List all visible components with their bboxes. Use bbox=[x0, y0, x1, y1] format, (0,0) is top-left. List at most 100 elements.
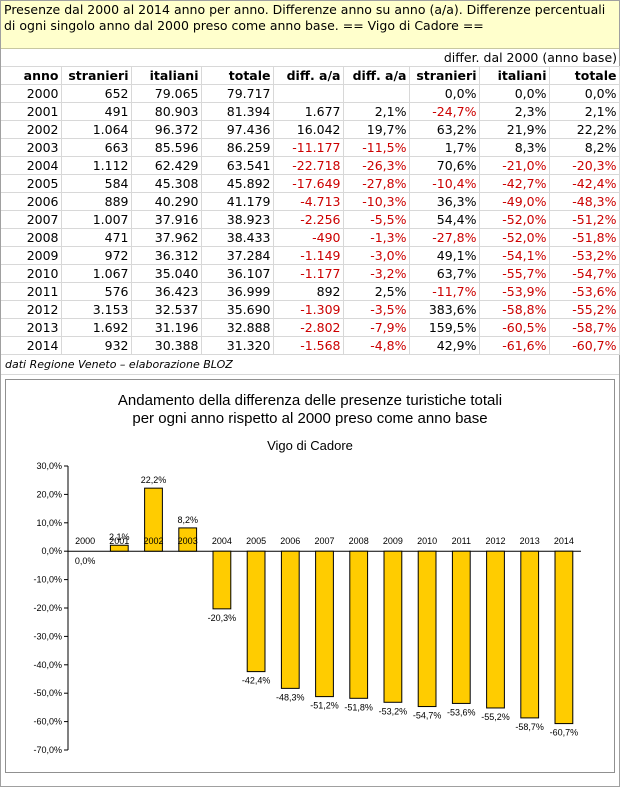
table-row: 2005 584 45.308 45.892 -17.649 -27,8% -10,4% -4… bbox=[1, 174, 620, 193]
table-cell: 30.388 bbox=[131, 336, 202, 355]
bars bbox=[109, 487, 574, 725]
category-label: 2002 bbox=[143, 536, 163, 546]
table-cell: -42,4% bbox=[549, 174, 620, 193]
table-cell: 663 bbox=[61, 138, 132, 157]
column-header-row: anno stranieri italiani totale diff. a/a diff… bbox=[1, 66, 620, 85]
table-cell: 35.040 bbox=[131, 264, 202, 283]
category-label: 2003 bbox=[178, 536, 198, 546]
table-cell: 40.290 bbox=[131, 192, 202, 211]
table-row: 2003 663 85.596 86.259 -11.177 -11,5% 1,7% 8,3%… bbox=[1, 138, 620, 157]
table-cell: 31.320 bbox=[201, 336, 274, 355]
category-label: 2009 bbox=[383, 536, 403, 546]
table-cell: 85.596 bbox=[131, 138, 202, 157]
table-cell: 37.962 bbox=[131, 228, 202, 247]
table-cell: 383,6% bbox=[409, 300, 480, 319]
table-cell: -54,7% bbox=[549, 264, 620, 283]
table-cell: 2002 bbox=[1, 120, 62, 139]
category-label: 2004 bbox=[212, 536, 232, 546]
table-cell: 2006 bbox=[1, 192, 62, 211]
category-label: 2005 bbox=[246, 536, 266, 546]
y-tick-label: 20,0% bbox=[36, 489, 62, 499]
table-cell: 63.541 bbox=[201, 156, 274, 175]
table-cell: -61,6% bbox=[479, 336, 550, 355]
y-tick-label: -40,0% bbox=[33, 660, 62, 670]
table-cell: 2013 bbox=[1, 318, 62, 337]
table-row: 2001 491 80.903 81.394 1.677 2,1% -24,7% 2,3% 2,… bbox=[1, 102, 620, 121]
table-cell: 19,7% bbox=[343, 120, 410, 139]
table-cell: -49,0% bbox=[479, 192, 550, 211]
table-cell: -4.713 bbox=[273, 192, 344, 211]
table-cell: 471 bbox=[61, 228, 132, 247]
value-label: -51,2% bbox=[310, 701, 339, 711]
table-cell: -54,1% bbox=[479, 246, 550, 265]
table-cell: 38.923 bbox=[201, 210, 274, 229]
table-cell bbox=[273, 84, 344, 103]
table-cell: 2,1% bbox=[343, 102, 410, 121]
table-cell: 62.429 bbox=[131, 156, 202, 175]
table-cell: -2.802 bbox=[273, 318, 344, 337]
table-cell: -11,7% bbox=[409, 282, 480, 301]
bar bbox=[349, 550, 369, 699]
column-header: totale bbox=[201, 66, 274, 85]
data-table: differ. dal 2000 (anno base) anno stranie… bbox=[1, 49, 620, 355]
table-cell: 45.308 bbox=[131, 174, 202, 193]
table-cell: -60,5% bbox=[479, 318, 550, 337]
category-label: 2007 bbox=[314, 536, 334, 546]
bar bbox=[315, 550, 334, 698]
table-cell: -1.309 bbox=[273, 300, 344, 319]
table-cell: 41.179 bbox=[201, 192, 274, 211]
table-cell: 1.112 bbox=[61, 156, 132, 175]
y-tick-label: 0,0% bbox=[41, 546, 62, 556]
column-header: totale bbox=[549, 66, 620, 85]
table-cell: 79.717 bbox=[201, 84, 274, 103]
table-cell: -20,3% bbox=[549, 156, 620, 175]
table-cell: 97.436 bbox=[201, 120, 274, 139]
table-cell: 21,9% bbox=[479, 120, 550, 139]
table-cell: -55,2% bbox=[549, 300, 620, 319]
table-cell: 32.888 bbox=[201, 318, 274, 337]
table-cell: -52,0% bbox=[479, 228, 550, 247]
chart-container: Andamento della differenza delle presenz… bbox=[5, 379, 615, 773]
table-cell: 2,1% bbox=[549, 102, 620, 121]
table-cell: -53,6% bbox=[549, 282, 620, 301]
table-cell: -58,7% bbox=[549, 318, 620, 337]
table-cell: 0,0% bbox=[409, 84, 480, 103]
table-cell: -26,3% bbox=[343, 156, 410, 175]
table-cell: -3,0% bbox=[343, 246, 410, 265]
table-cell: 22,2% bbox=[549, 120, 620, 139]
table-cell: 0,0% bbox=[549, 84, 620, 103]
table-cell: 36.107 bbox=[201, 264, 274, 283]
y-tick-label: -70,0% bbox=[33, 745, 62, 755]
chart-title-line: Andamento della differenza delle presenz… bbox=[118, 392, 502, 409]
header-title: Presenze dal 2000 al 2014 anno per anno.… bbox=[1, 1, 619, 49]
value-label: -51,8% bbox=[344, 702, 373, 712]
table-cell: 2012 bbox=[1, 300, 62, 319]
value-label: 2,1% bbox=[109, 532, 130, 542]
table-cell: -17.649 bbox=[273, 174, 344, 193]
table-cell: 2010 bbox=[1, 264, 62, 283]
table-cell bbox=[343, 84, 410, 103]
table-row: 2006 889 40.290 41.179 -4.713 -10,3% 36,3% -49,… bbox=[1, 192, 620, 211]
table-cell: -3,5% bbox=[343, 300, 410, 319]
table-cell: -4,8% bbox=[343, 336, 410, 355]
table-cell: 1.064 bbox=[61, 120, 132, 139]
table-cell: 42,9% bbox=[409, 336, 480, 355]
table-cell: 1.007 bbox=[61, 210, 132, 229]
base-header-row: differ. dal 2000 (anno base) bbox=[1, 49, 620, 67]
table-cell: -7,9% bbox=[343, 318, 410, 337]
table-row: 2013 1.692 31.196 32.888 -2.802 -7,9% 159,5% -6… bbox=[1, 318, 620, 337]
category-labels: 2000 2001 2002 2003 2004 2005 2006 2007 2008 2009… bbox=[75, 536, 574, 546]
table-cell: -22.718 bbox=[273, 156, 344, 175]
table-cell: -51,2% bbox=[549, 210, 620, 229]
table-cell: 63,7% bbox=[409, 264, 480, 283]
table-cell: 1,7% bbox=[409, 138, 480, 157]
table-cell: -52,0% bbox=[479, 210, 550, 229]
bar bbox=[109, 544, 129, 552]
category-label: 2013 bbox=[520, 536, 540, 546]
table-cell: -27,8% bbox=[409, 228, 480, 247]
column-header: italiani bbox=[479, 66, 550, 85]
bar bbox=[144, 487, 163, 552]
category-label: 2006 bbox=[280, 536, 300, 546]
table-row: 2002 1.064 96.372 97.436 16.042 19,7% 63,2% 21,… bbox=[1, 120, 620, 139]
table-cell: 2001 bbox=[1, 102, 62, 121]
